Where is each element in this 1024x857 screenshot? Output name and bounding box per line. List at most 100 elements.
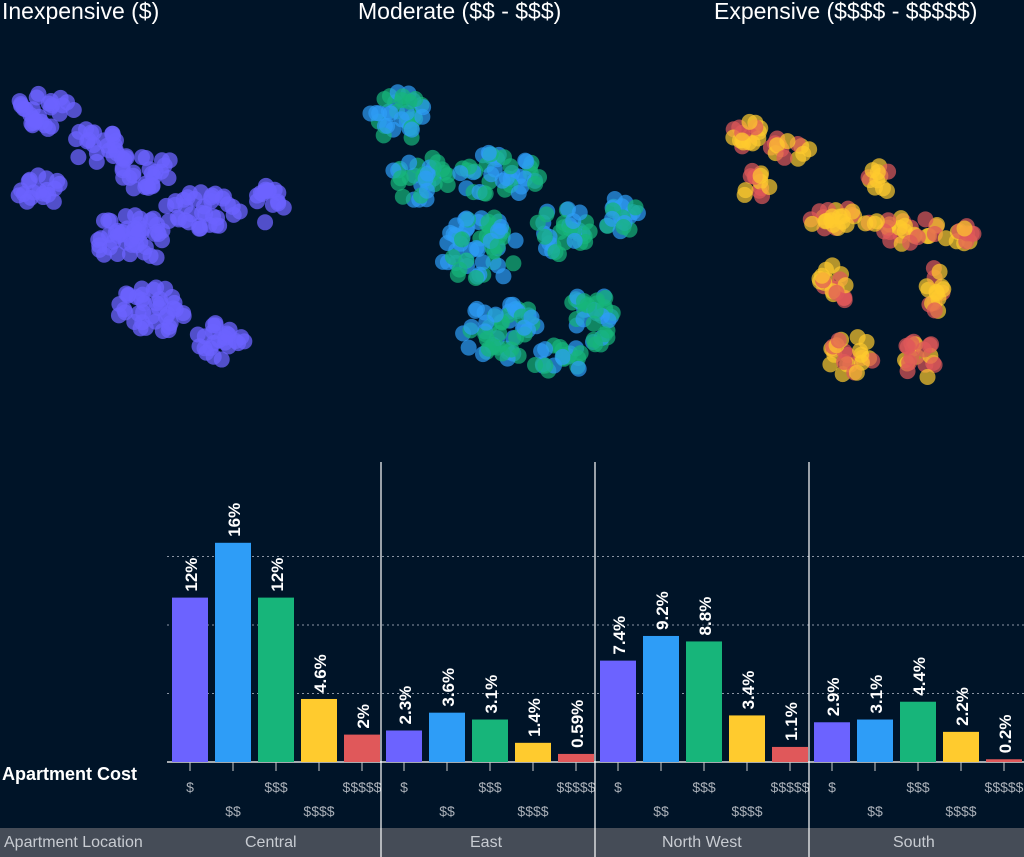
map-point bbox=[201, 216, 218, 233]
map-point bbox=[828, 284, 845, 301]
map-point bbox=[109, 245, 126, 262]
bar-south-4[interactable] bbox=[986, 759, 1022, 762]
map-point bbox=[752, 167, 769, 184]
map-point bbox=[452, 165, 469, 182]
bar-north-west-4[interactable] bbox=[772, 746, 808, 762]
tick-label: $$$$$ bbox=[771, 779, 810, 795]
map-point bbox=[527, 175, 544, 192]
tick-label: $$$ bbox=[478, 779, 502, 795]
map-point bbox=[507, 232, 524, 249]
map-point bbox=[121, 169, 138, 186]
map-point bbox=[394, 188, 411, 205]
bar-north-west-1[interactable] bbox=[643, 635, 679, 762]
map-point bbox=[737, 182, 754, 199]
map-point bbox=[926, 302, 943, 319]
map-point bbox=[804, 215, 821, 232]
bar-south-2[interactable] bbox=[900, 701, 936, 762]
facet-label-central: Central bbox=[245, 834, 297, 851]
tick-label: $ bbox=[400, 779, 408, 795]
bar-central-0[interactable] bbox=[172, 597, 208, 762]
bar-central-4[interactable] bbox=[344, 734, 380, 762]
map-point bbox=[901, 354, 918, 371]
map-point bbox=[824, 208, 841, 225]
tick-label: $$$$$ bbox=[557, 779, 596, 795]
data-label: 12% bbox=[182, 558, 201, 592]
map-point bbox=[444, 248, 461, 265]
map-point bbox=[858, 333, 875, 350]
map-point bbox=[926, 356, 943, 373]
map-2 bbox=[725, 113, 982, 385]
bar-north-west-3[interactable] bbox=[729, 715, 765, 762]
data-label: 0.59% bbox=[568, 700, 587, 748]
map-point bbox=[627, 199, 644, 216]
bar-east-1[interactable] bbox=[429, 712, 465, 762]
map-point bbox=[502, 158, 519, 175]
map-point bbox=[489, 237, 506, 254]
map-point bbox=[202, 340, 219, 357]
map-point bbox=[227, 332, 244, 349]
bar-south-3[interactable] bbox=[943, 731, 979, 762]
bar-south-0[interactable] bbox=[814, 722, 850, 762]
map-point bbox=[453, 231, 470, 248]
data-label: 3.1% bbox=[482, 675, 501, 714]
tick-label: $$$$ bbox=[517, 803, 548, 819]
map-0 bbox=[10, 85, 292, 368]
map-point bbox=[379, 117, 396, 134]
data-label: 2.3% bbox=[396, 686, 415, 725]
bar-central-2[interactable] bbox=[258, 597, 294, 762]
map-point bbox=[154, 322, 171, 339]
bar-east-3[interactable] bbox=[515, 742, 551, 762]
tick-label: $ bbox=[828, 779, 836, 795]
price-maps bbox=[10, 84, 982, 385]
map-point bbox=[537, 357, 554, 374]
map-point bbox=[257, 214, 274, 231]
tick-label: $ bbox=[614, 779, 622, 795]
bar-east-4[interactable] bbox=[558, 753, 594, 762]
data-label: 1.4% bbox=[525, 698, 544, 737]
data-label: 1.1% bbox=[782, 702, 801, 741]
map-point bbox=[587, 336, 604, 353]
map-1 bbox=[362, 84, 646, 379]
data-label: 2% bbox=[354, 704, 373, 729]
map-point bbox=[117, 208, 134, 225]
tick-label: $$$ bbox=[692, 779, 716, 795]
map-point bbox=[768, 137, 785, 154]
tick-label: $$$ bbox=[264, 779, 288, 795]
map-point bbox=[570, 360, 587, 377]
map-point bbox=[571, 204, 588, 221]
bar-central-3[interactable] bbox=[301, 698, 337, 762]
map-point bbox=[151, 290, 168, 307]
facet-label-north-west: North West bbox=[662, 834, 742, 851]
bar-central-1[interactable] bbox=[215, 542, 251, 762]
map-point bbox=[164, 288, 181, 305]
map-point bbox=[518, 153, 535, 170]
map-point bbox=[401, 169, 418, 186]
tick-label: $$$$ bbox=[303, 803, 334, 819]
map-point bbox=[458, 210, 475, 227]
bar-south-1[interactable] bbox=[857, 719, 893, 762]
map-point bbox=[203, 193, 220, 210]
map-point bbox=[68, 131, 85, 148]
tick-label: $$$$ bbox=[945, 803, 976, 819]
map-point bbox=[460, 339, 477, 356]
map-point bbox=[382, 105, 399, 122]
map-point bbox=[848, 364, 865, 381]
map-point bbox=[581, 223, 598, 240]
map-point bbox=[864, 162, 881, 179]
map-point bbox=[417, 170, 434, 187]
map-point bbox=[566, 232, 583, 249]
map-point bbox=[474, 254, 491, 271]
bar-east-0[interactable] bbox=[386, 730, 422, 762]
map-point bbox=[161, 152, 178, 169]
bar-east-2[interactable] bbox=[472, 719, 508, 762]
bar-north-west-0[interactable] bbox=[600, 660, 636, 762]
map-point bbox=[533, 343, 550, 360]
map-point bbox=[70, 149, 87, 166]
map-point bbox=[140, 179, 157, 196]
map-point bbox=[107, 132, 124, 149]
map-point bbox=[439, 177, 456, 194]
data-label: 9.2% bbox=[653, 591, 672, 630]
bar-north-west-2[interactable] bbox=[686, 641, 722, 762]
map-point bbox=[915, 341, 932, 358]
